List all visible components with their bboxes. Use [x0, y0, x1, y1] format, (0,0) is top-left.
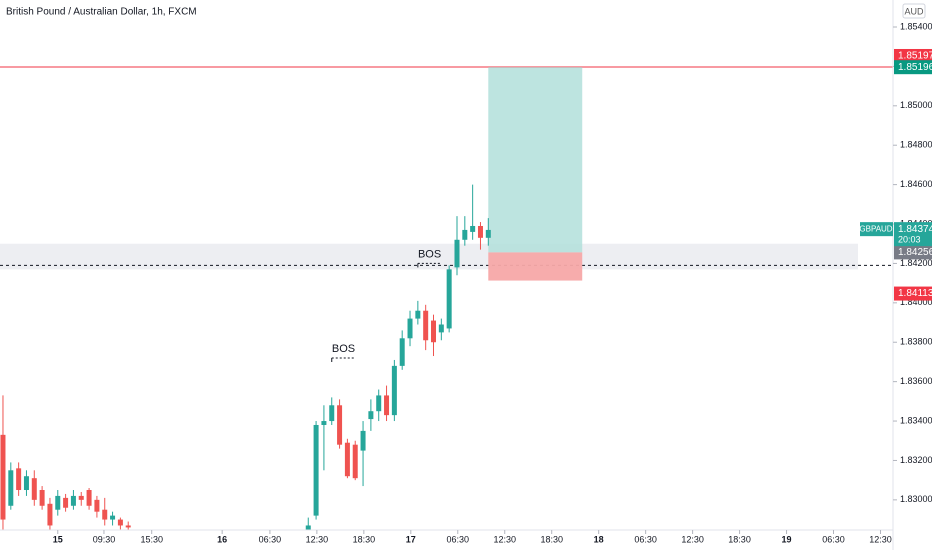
alert-price-label-box: [894, 48, 932, 63]
entry-price-label-box: [894, 245, 932, 260]
candle-body: [86, 490, 92, 506]
x-tick-label: 18:30: [728, 534, 751, 544]
current-price-label: 1.84374: [898, 224, 932, 235]
candle-body: [344, 442, 350, 477]
x-tick-label: 06:30: [822, 534, 845, 544]
candle-body: [446, 269, 452, 329]
alert-price-label: 1.85197: [898, 51, 932, 62]
candle-body: [337, 405, 343, 445]
candle-body: [399, 338, 405, 366]
x-tick-label: 12:30: [493, 534, 516, 544]
candle-body: [391, 365, 397, 416]
candle-body: [321, 421, 327, 425]
entry-price-label: 1.84256: [898, 247, 932, 258]
x-tick-label: 17: [406, 534, 416, 544]
stop-price-label: 1.84113: [898, 288, 932, 299]
candle-body: [23, 476, 29, 491]
x-tick-label: 18: [594, 534, 604, 544]
bos-label: BOS: [332, 343, 355, 355]
candle-body: [0, 434, 6, 520]
x-tick-label: 12:30: [306, 534, 329, 544]
x-tick-label: 16: [217, 534, 227, 544]
candle-body: [125, 525, 131, 528]
candle-body: [313, 424, 319, 516]
y-tick-label: 1.84200: [900, 258, 932, 268]
x-tick-label: 06:30: [634, 534, 657, 544]
countdown-label: 20:03: [898, 235, 921, 245]
chart-title: British Pound / Australian Dollar, 1h, F…: [6, 7, 197, 18]
x-tick-label: 12:30: [681, 534, 704, 544]
candle-body: [431, 320, 437, 343]
y-tick-label: 1.84000: [900, 297, 932, 307]
candle-body: [78, 495, 84, 500]
candle-body: [55, 495, 61, 510]
candle-body: [407, 318, 413, 339]
candle-body: [94, 499, 100, 512]
y-tick-label: 1.84800: [900, 140, 932, 150]
candle-body: [70, 495, 76, 506]
candle-body: [8, 470, 14, 506]
candle-body: [423, 310, 429, 341]
candle-body: [117, 519, 123, 526]
candle-body: [462, 229, 468, 240]
candle-body: [485, 229, 491, 238]
target-price-label: 1.85196: [898, 62, 932, 73]
stop-price-label-box: [894, 286, 932, 301]
candle-body: [415, 310, 421, 319]
target-price-label-box: [894, 60, 932, 75]
currency-label: AUD: [904, 6, 924, 16]
candle-body: [477, 225, 483, 238]
x-tick-label: 06:30: [259, 534, 282, 544]
candle-body: [47, 503, 53, 526]
plot-area: BOS BOS: [0, 66, 893, 530]
candle-body: [305, 525, 311, 530]
candle-body: [384, 395, 390, 416]
y-tick-label: 1.85400: [900, 21, 932, 31]
candle-body: [63, 497, 69, 508]
x-tick-label: 09:30: [93, 534, 116, 544]
x-tick-label: 18:30: [353, 534, 376, 544]
y-tick-label: 1.84600: [900, 179, 932, 189]
candle-body: [454, 239, 460, 268]
y-tick-label: 1.83800: [900, 337, 932, 347]
candle-body: [110, 515, 116, 520]
axes: 1.854001.852001.850001.848001.846001.844…: [53, 21, 932, 544]
stop-zone: [488, 252, 583, 281]
currency-box: [902, 3, 926, 19]
y-tick-label: 1.83600: [900, 376, 932, 386]
symbol-box: [860, 222, 893, 237]
candle-body: [360, 430, 366, 451]
x-tick-label: 06:30: [447, 534, 470, 544]
candle-body: [438, 324, 444, 333]
target-zone: [488, 67, 583, 253]
bos-label: BOS: [418, 248, 441, 260]
candle-body: [329, 405, 335, 422]
y-tick-label: 1.85000: [900, 100, 932, 110]
y-tick-label: 1.83400: [900, 415, 932, 425]
candle-body: [368, 411, 374, 420]
candle-body: [39, 490, 45, 506]
x-tick-label: 15: [53, 534, 63, 544]
x-tick-label: 15:30: [140, 534, 163, 544]
candle-body: [16, 468, 22, 491]
candle-body: [470, 225, 476, 232]
x-tick-label: 12:30: [869, 534, 892, 544]
candle-body: [352, 444, 358, 479]
candle-body: [376, 395, 382, 412]
candle-body: [31, 478, 37, 500]
y-tick-label: 1.83000: [900, 494, 932, 504]
x-tick-label: 18:30: [540, 534, 563, 544]
x-tick-label: 19: [782, 534, 792, 544]
y-tick-label: 1.83200: [900, 455, 932, 465]
current-price-box: [894, 222, 932, 247]
symbol-label: GBPAUD: [859, 224, 892, 233]
candle-body: [102, 509, 108, 520]
